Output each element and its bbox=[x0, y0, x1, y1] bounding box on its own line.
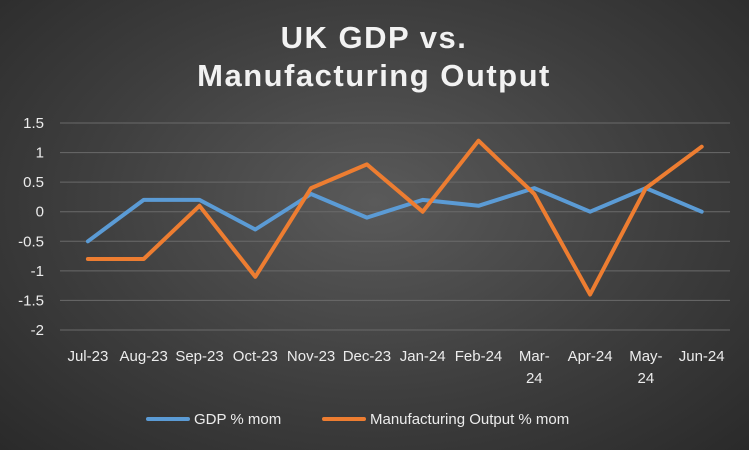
chart-title-line-1: UK GDP vs. bbox=[281, 20, 468, 55]
series-line-gdp-mom bbox=[85, 186, 704, 244]
x-tick-label-3: Oct-23 bbox=[233, 348, 278, 365]
series-lines bbox=[85, 138, 704, 297]
gridlines bbox=[60, 122, 730, 331]
legend-label-gdp-mom: GDP % mom bbox=[194, 411, 281, 428]
y-tick-label-5: -1 bbox=[31, 263, 44, 280]
x-tick-label-9: Apr-24 bbox=[568, 348, 613, 365]
y-tick-label-6: -1.5 bbox=[18, 292, 44, 309]
x-tick-label-5: Dec-23 bbox=[343, 348, 391, 365]
x-tick-label-10: May-24 bbox=[629, 348, 662, 387]
x-tick-label-2: Sep-23 bbox=[175, 348, 223, 365]
y-tick-label-2: 0.5 bbox=[23, 174, 44, 191]
y-tick-label-3: 0 bbox=[36, 204, 44, 221]
x-tick-label-0: Jul-23 bbox=[67, 348, 108, 365]
x-tick-label-4: Nov-23 bbox=[287, 348, 335, 365]
x-tick-label-8: Mar-24 bbox=[519, 348, 550, 387]
legend: GDP % mom Manufacturing Output % mom bbox=[146, 411, 569, 428]
y-tick-label-0: 1.5 bbox=[23, 115, 44, 132]
y-tick-label-1: 1 bbox=[36, 145, 44, 162]
x-tick-label-6: Jan-24 bbox=[400, 348, 446, 365]
x-axis-tick-labels: Jul-23 Aug-23 Sep-23 Oct-23 Nov-23 Dec-23 Jan-… bbox=[67, 348, 724, 387]
legend-label-manufacturing-output-mom: Manufacturing Output % mom bbox=[370, 411, 569, 428]
chart-title-line-2: Manufacturing Output bbox=[197, 58, 551, 93]
series-line-manufacturing-output-mom bbox=[85, 138, 704, 297]
x-tick-label-11: Jun-24 bbox=[679, 348, 725, 365]
y-axis-tick-labels: 1.5 1 0.5 0 -0.5 -1 -1.5 -2 bbox=[18, 115, 44, 339]
y-tick-label-7: -2 bbox=[31, 322, 44, 339]
y-tick-label-4: -0.5 bbox=[18, 233, 44, 250]
x-tick-label-7: Feb-24 bbox=[455, 348, 503, 365]
x-tick-label-1: Aug-23 bbox=[120, 348, 168, 365]
